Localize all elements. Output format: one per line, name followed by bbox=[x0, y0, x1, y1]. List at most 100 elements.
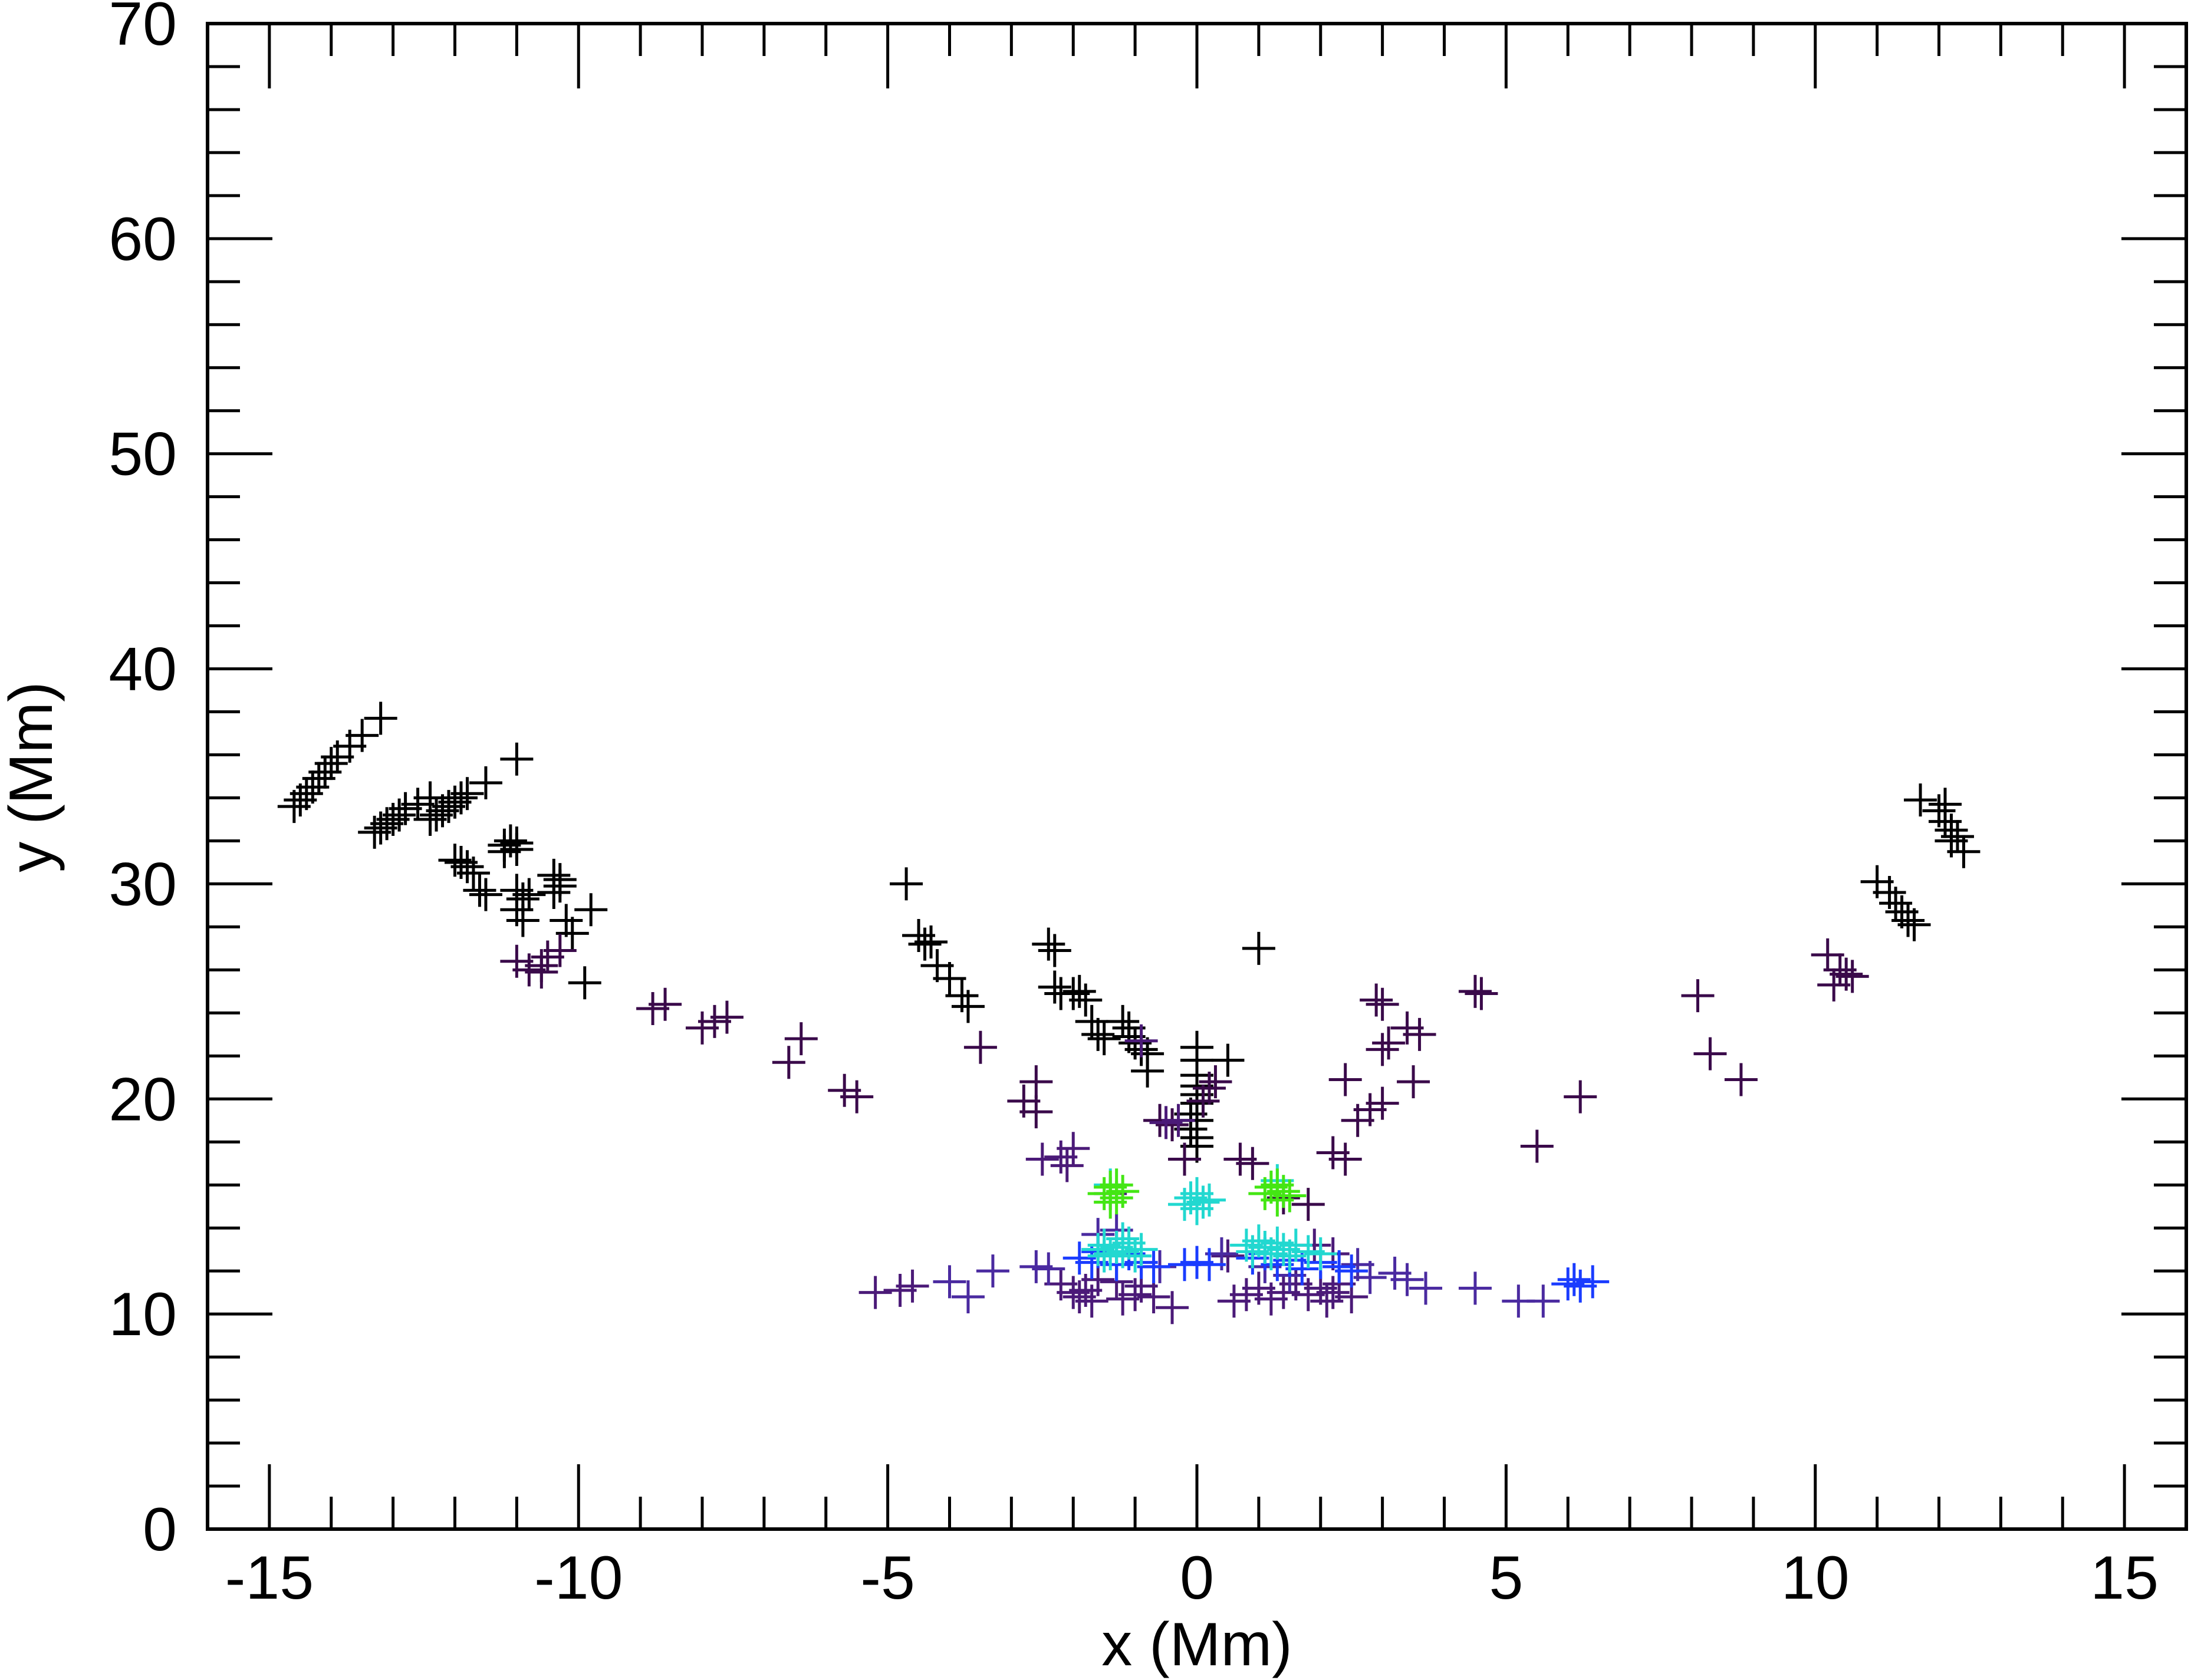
y-tick-label: 50 bbox=[108, 420, 177, 489]
data-point bbox=[963, 1030, 997, 1064]
data-point bbox=[1397, 1065, 1430, 1099]
data-point bbox=[1366, 1086, 1399, 1120]
data-point bbox=[1100, 1168, 1133, 1202]
data-point bbox=[1266, 1175, 1300, 1208]
data-point bbox=[1199, 1065, 1232, 1099]
data-point bbox=[933, 1265, 966, 1299]
data-point bbox=[1124, 1024, 1158, 1058]
data-point bbox=[1879, 887, 1913, 920]
data-point bbox=[1372, 1026, 1406, 1060]
data-point bbox=[1186, 1084, 1220, 1118]
data-point bbox=[914, 925, 948, 958]
data-point bbox=[1038, 934, 1071, 967]
x-tick-label: -10 bbox=[534, 1544, 623, 1612]
data-point bbox=[1360, 983, 1393, 1017]
data-point bbox=[1192, 1072, 1226, 1105]
data-point bbox=[1242, 931, 1275, 965]
data-point bbox=[1891, 904, 1925, 937]
axis-tick-labels: -15 -10 -5 0 5 10 15 0 10 20 30 40 50 60 70 bbox=[108, 0, 2159, 1612]
x-axis-title: x (Mm) bbox=[1101, 1610, 1292, 1679]
data-point bbox=[784, 1022, 818, 1056]
data-point bbox=[1211, 1043, 1245, 1077]
y-tick-label: 20 bbox=[108, 1065, 177, 1134]
data-point bbox=[450, 777, 484, 811]
data-point bbox=[364, 701, 397, 735]
data-point bbox=[649, 987, 682, 1021]
data-point bbox=[1681, 979, 1715, 1013]
data-point bbox=[1310, 1284, 1344, 1318]
data-point bbox=[1186, 1185, 1220, 1219]
data-point bbox=[1576, 1265, 1610, 1299]
data-point bbox=[543, 869, 577, 903]
data-point bbox=[1118, 1278, 1152, 1312]
x-tick-label: 5 bbox=[1489, 1544, 1523, 1612]
data-point bbox=[1137, 1280, 1170, 1313]
data-point bbox=[1106, 1004, 1140, 1038]
data-point bbox=[1081, 1263, 1115, 1296]
data-point bbox=[1928, 788, 1962, 821]
data-point bbox=[1261, 1168, 1294, 1202]
x-tick-label: 0 bbox=[1180, 1544, 1214, 1612]
data-point bbox=[1032, 1252, 1065, 1286]
data-point bbox=[951, 1280, 985, 1313]
data-point bbox=[1057, 1132, 1090, 1165]
data-point bbox=[951, 990, 985, 1023]
data-point bbox=[1149, 1106, 1183, 1139]
data-point bbox=[1131, 1054, 1164, 1088]
y-tick-label: 0 bbox=[143, 1495, 177, 1564]
data-point bbox=[1156, 1108, 1189, 1142]
data-point bbox=[500, 742, 534, 776]
data-point bbox=[1019, 1065, 1053, 1099]
x-tick-label: 15 bbox=[2090, 1544, 2159, 1612]
data-point bbox=[1075, 1004, 1108, 1038]
axis-ticks bbox=[206, 22, 2188, 1531]
data-point bbox=[1118, 1239, 1152, 1273]
data-point bbox=[1050, 1149, 1084, 1182]
data-point bbox=[1335, 1254, 1368, 1288]
data-point bbox=[1366, 987, 1399, 1021]
data-point bbox=[1180, 1192, 1213, 1226]
data-point bbox=[525, 956, 558, 989]
data-point bbox=[1693, 1037, 1727, 1070]
data-point bbox=[1520, 1129, 1554, 1163]
data-point bbox=[1527, 1284, 1560, 1318]
data-point bbox=[1366, 1033, 1399, 1066]
y-tick-label: 40 bbox=[108, 635, 177, 704]
x-tick-label: -5 bbox=[860, 1544, 914, 1612]
data-point bbox=[1211, 1239, 1245, 1273]
data-point bbox=[500, 826, 534, 860]
y-tick-label: 60 bbox=[108, 205, 177, 274]
data-point bbox=[512, 878, 546, 911]
x-tick-label: -15 bbox=[225, 1544, 314, 1612]
data-point bbox=[383, 798, 416, 832]
data-point bbox=[1087, 1022, 1121, 1056]
data-point bbox=[1328, 1063, 1362, 1096]
data-point bbox=[1075, 1284, 1108, 1318]
data-point bbox=[463, 874, 496, 907]
data-point bbox=[1236, 1147, 1269, 1180]
y-axis-title: y (Mm) bbox=[0, 681, 65, 872]
data-point bbox=[550, 904, 583, 937]
data-point bbox=[896, 1269, 929, 1303]
data-point bbox=[976, 1254, 1009, 1288]
data-point bbox=[1557, 1263, 1591, 1296]
data-point bbox=[1032, 927, 1065, 961]
data-point bbox=[1409, 1271, 1443, 1305]
y-tick-label: 10 bbox=[108, 1280, 177, 1349]
data-point bbox=[1124, 1233, 1158, 1266]
data-point bbox=[908, 927, 942, 961]
data-point bbox=[840, 1080, 874, 1114]
data-point bbox=[1087, 1239, 1121, 1273]
data-point bbox=[444, 781, 478, 815]
plot-frame bbox=[206, 22, 2188, 1531]
data-point bbox=[456, 857, 490, 890]
data-point bbox=[469, 878, 502, 911]
data-point bbox=[1038, 970, 1071, 1004]
data-point bbox=[1168, 1142, 1202, 1176]
data-point bbox=[1156, 1291, 1189, 1325]
data-point bbox=[469, 766, 502, 799]
data-point bbox=[1328, 1142, 1362, 1176]
data-point bbox=[1069, 983, 1103, 1017]
data-point bbox=[772, 1046, 805, 1079]
